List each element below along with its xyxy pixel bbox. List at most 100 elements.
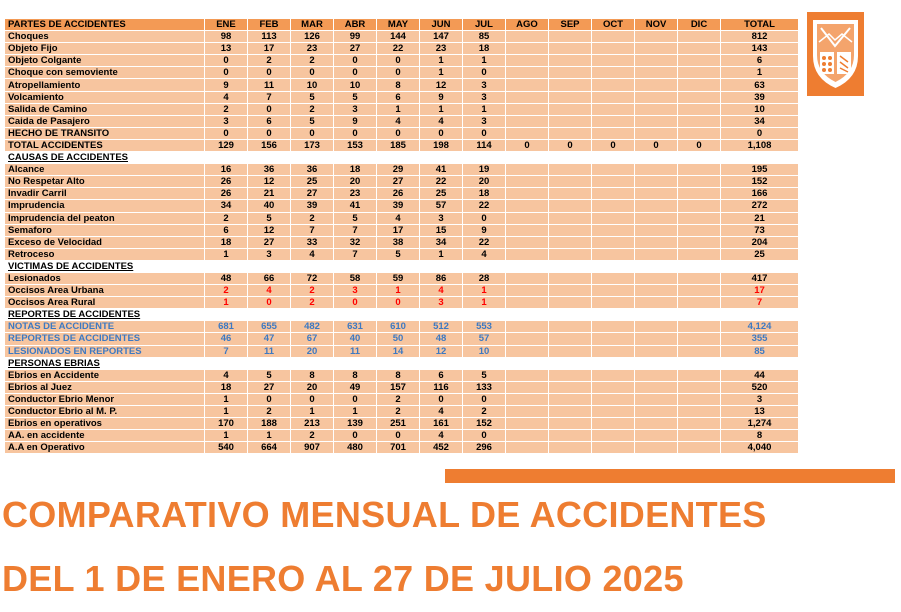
- month-value-cell: 129: [204, 138, 248, 153]
- accidents-table-container: PARTES DE ACCIDENTES ENE FEB MAR ABR MAY…: [4, 17, 799, 455]
- section-empty-cell: [333, 151, 377, 165]
- month-value-cell: 29: [376, 163, 420, 177]
- month-value-cell: [677, 404, 721, 419]
- month-value-cell: [548, 271, 592, 286]
- month-value-cell: 13: [204, 42, 248, 56]
- section-empty-cell: [548, 308, 592, 322]
- table-row: Conductor Ebrio Menor 1 0 0 0 2 0 0 3: [4, 392, 799, 407]
- month-value-cell: [591, 78, 635, 92]
- month-value-cell: [505, 54, 549, 68]
- row-label: TOTAL ACCIDENTES: [4, 138, 205, 153]
- month-value-cell: 5: [290, 90, 334, 104]
- month-value-cell: 7: [333, 223, 377, 237]
- section-header-row: CAUSAS DE ACCIDENTES: [4, 151, 799, 165]
- accent-bar: [445, 469, 895, 483]
- month-value-cell: [634, 114, 678, 128]
- section-empty-cell: [591, 259, 635, 273]
- month-value-cell: [548, 235, 592, 249]
- row-label: Invadir Carril: [4, 187, 205, 201]
- month-value-cell: 198: [419, 138, 463, 153]
- section-header-row: VICTIMAS DE ACCIDENTES: [4, 259, 799, 273]
- month-value-cell: 4: [419, 404, 463, 419]
- table-row: Salida de Camino 2 0 2 3 1 1 1 10: [4, 102, 799, 116]
- month-value-cell: 27: [376, 175, 420, 189]
- section-title: REPORTES DE ACCIDENTES: [4, 308, 205, 322]
- section-empty-cell: [677, 259, 721, 273]
- month-value-cell: 3: [462, 90, 506, 104]
- month-value-cell: [548, 296, 592, 310]
- month-value-cell: [677, 223, 721, 237]
- month-value-cell: 4: [419, 429, 463, 443]
- month-value-cell: [634, 102, 678, 116]
- row-label: Choques: [4, 30, 205, 44]
- month-value-cell: 512: [419, 320, 463, 334]
- month-value-cell: [591, 90, 635, 104]
- section-empty-cell: [462, 259, 506, 273]
- month-value-cell: [548, 42, 592, 56]
- month-value-cell: [591, 211, 635, 225]
- table-row: AA. en accidente 1 1 2 0 0 4 0 8: [4, 429, 799, 443]
- month-header: NOV: [634, 17, 678, 32]
- month-header: FEB: [247, 17, 291, 32]
- month-value-cell: [591, 102, 635, 116]
- section-empty-cell: [505, 151, 549, 165]
- month-value-cell: 153: [333, 138, 377, 153]
- month-value-cell: 22: [462, 199, 506, 213]
- table-row: Choques 98 113 126 99 144 147 85 812: [4, 30, 799, 44]
- month-value-cell: 6: [376, 90, 420, 104]
- month-value-cell: 58: [333, 271, 377, 286]
- month-value-cell: [634, 126, 678, 140]
- section-empty-cell: [634, 151, 678, 165]
- table-row: Objeto Colgante 0 2 2 0 0 1 1 6: [4, 54, 799, 68]
- month-value-cell: 2: [290, 429, 334, 443]
- row-total-cell: 17: [720, 284, 799, 298]
- month-value-cell: 540: [204, 441, 248, 455]
- month-value-cell: 33: [290, 235, 334, 249]
- month-value-cell: [505, 78, 549, 92]
- month-value-cell: 36: [290, 163, 334, 177]
- caption-date-range: DEL 1 DE ENERO AL 27 DE JULIO 2025: [2, 558, 684, 599]
- month-value-cell: 0: [462, 66, 506, 80]
- section-empty-cell: [376, 356, 420, 370]
- month-value-cell: [677, 90, 721, 104]
- month-value-cell: 0: [419, 126, 463, 140]
- month-value-cell: 114: [462, 138, 506, 153]
- month-value-cell: 11: [247, 344, 291, 358]
- month-value-cell: [677, 78, 721, 92]
- month-header: DIC: [677, 17, 721, 32]
- section-empty-cell: [290, 151, 334, 165]
- month-value-cell: 17: [376, 223, 420, 237]
- section-empty-cell: [677, 308, 721, 322]
- table-row: Imprudencia del peaton 2 5 2 5 4 3 0 21: [4, 211, 799, 225]
- month-value-cell: [677, 42, 721, 56]
- month-value-cell: 57: [419, 199, 463, 213]
- month-value-cell: [591, 187, 635, 201]
- month-value-cell: 553: [462, 320, 506, 334]
- month-value-cell: [634, 163, 678, 177]
- month-value-cell: 72: [290, 271, 334, 286]
- month-value-cell: [548, 247, 592, 261]
- month-value-cell: 0: [376, 66, 420, 80]
- month-value-cell: 17: [247, 42, 291, 56]
- table-row: Objeto Fijo 13 17 23 27 22 23 18 143: [4, 42, 799, 56]
- month-value-cell: 23: [333, 187, 377, 201]
- month-value-cell: 7: [247, 90, 291, 104]
- row-label: Caida de Pasajero: [4, 114, 205, 128]
- month-value-cell: 126: [290, 30, 334, 44]
- month-value-cell: 2: [290, 102, 334, 116]
- month-value-cell: [591, 126, 635, 140]
- month-value-cell: 185: [376, 138, 420, 153]
- month-value-cell: 907: [290, 441, 334, 455]
- section-empty-cell: [548, 356, 592, 370]
- row-label: Objeto Colgante: [4, 54, 205, 68]
- month-value-cell: [548, 175, 592, 189]
- month-header: OCT: [591, 17, 635, 32]
- month-value-cell: [505, 42, 549, 56]
- month-value-cell: 3: [462, 78, 506, 92]
- section-empty-cell: [677, 151, 721, 165]
- row-label: REPORTES DE ACCIDENTES: [4, 332, 205, 346]
- month-value-cell: 4: [376, 114, 420, 128]
- month-value-cell: 188: [247, 417, 291, 431]
- month-value-cell: 48: [204, 271, 248, 286]
- month-value-cell: 0: [333, 296, 377, 310]
